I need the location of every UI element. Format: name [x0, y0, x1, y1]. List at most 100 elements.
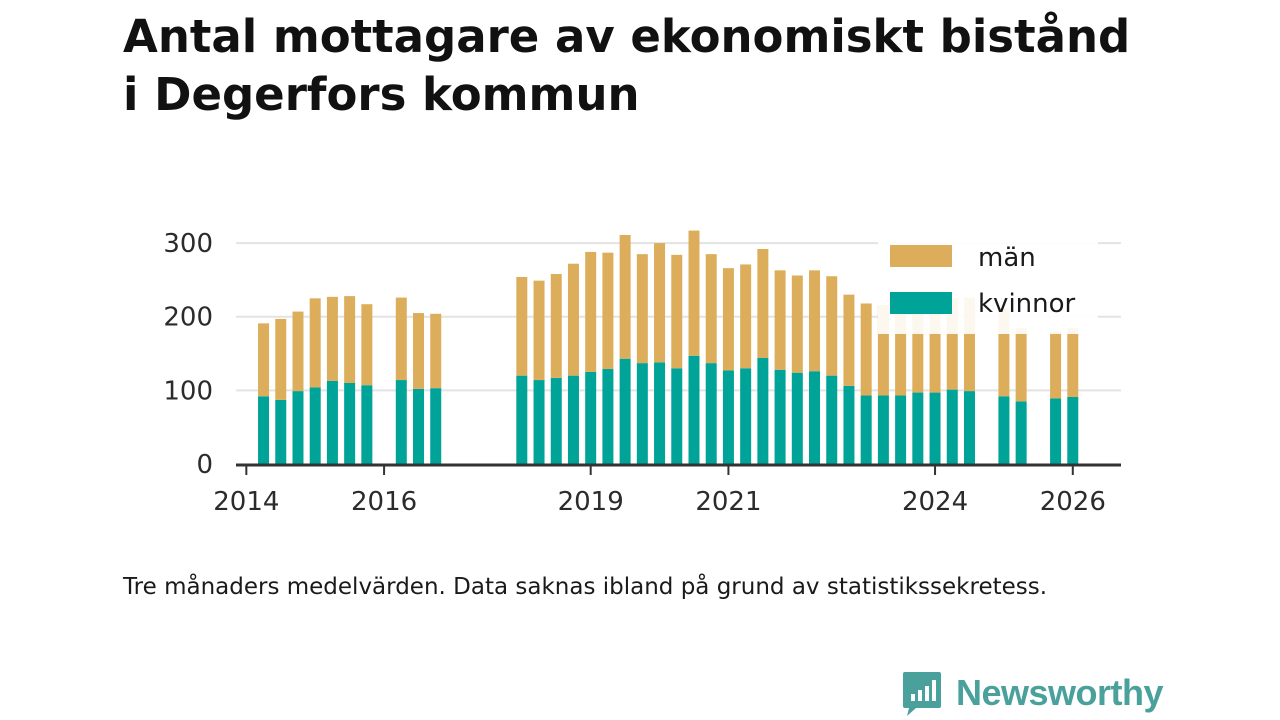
- bar-kvinnor-13: [567, 375, 579, 464]
- bar-man-33: [912, 297, 924, 393]
- bar-man-3: [309, 298, 321, 388]
- chart-title: Antal mottagare av ekonomiskt bistånd i …: [123, 8, 1183, 124]
- stacked-bar-chart: 0 100 200 300 2014 2016 2019 2021 2024 2026 män …: [163, 229, 1121, 517]
- bar-man-5: [344, 296, 356, 383]
- bar-man-14: [585, 251, 597, 372]
- bar-man-7: [395, 297, 407, 381]
- brand-logo: Newsworthy: [902, 668, 1164, 718]
- bar-man-0: [258, 323, 270, 397]
- bar-kvinnor-33: [912, 392, 924, 464]
- bar-kvinnor-6: [361, 385, 373, 464]
- bar-kvinnor-5: [344, 383, 356, 464]
- bar-kvinnor-37: [998, 396, 1010, 464]
- y-tick-label-0: 0: [196, 450, 213, 480]
- bar-kvinnor-12: [550, 377, 562, 464]
- bar-kvinnor-21: [705, 363, 717, 464]
- bar-kvinnor-31: [877, 395, 889, 464]
- bar-kvinnor-24: [757, 357, 769, 464]
- bar-kvinnor-40: [1067, 396, 1079, 464]
- legend-label-men: män: [978, 243, 1036, 273]
- bar-kvinnor-10: [516, 375, 528, 464]
- bar-man-9: [430, 313, 442, 389]
- y-tick-label-300: 300: [163, 229, 213, 259]
- bar-man-13: [567, 263, 579, 376]
- bar-kvinnor-32: [895, 395, 907, 464]
- legend: män kvinnor: [878, 238, 1098, 334]
- legend-swatch-women: [890, 292, 952, 314]
- legend-swatch-men: [890, 245, 952, 267]
- y-tick-label-100: 100: [163, 376, 213, 406]
- bar-kvinnor-15: [602, 369, 614, 464]
- x-tick-label-2026: 2026: [1040, 487, 1106, 517]
- bar-man-20: [688, 230, 700, 356]
- bar-man-35: [946, 298, 958, 390]
- bar-man-15: [602, 252, 614, 370]
- bar-kvinnor-1: [275, 399, 287, 464]
- brand-name: Newsworthy: [956, 672, 1164, 713]
- bar-kvinnor-22: [722, 370, 734, 464]
- bar-kvinnor-18: [654, 362, 666, 464]
- bar-man-16: [619, 234, 631, 359]
- bar-kvinnor-9: [430, 388, 442, 464]
- bar-man-27: [809, 270, 821, 372]
- bar-man-32: [895, 304, 907, 396]
- bar-kvinnor-0: [258, 396, 270, 464]
- bar-kvinnor-23: [740, 368, 752, 464]
- bar-kvinnor-28: [826, 375, 838, 464]
- bar-kvinnor-14: [585, 371, 597, 464]
- bar-man-25: [774, 270, 786, 370]
- chart-title-line-2: i Degerfors kommun: [123, 68, 640, 121]
- bar-kvinnor-2: [292, 391, 304, 464]
- y-tick-label-200: 200: [163, 303, 213, 333]
- x-axis-ticks: 2014 2016 2019 2021 2024 2026: [213, 464, 1106, 517]
- bar-man-4: [326, 296, 338, 381]
- bar-man-28: [826, 276, 838, 376]
- bar-man-1: [275, 318, 287, 400]
- bar-kvinnor-25: [774, 369, 786, 464]
- bar-man-11: [533, 280, 545, 381]
- bar-man-2: [292, 311, 304, 392]
- bar-kvinnor-3: [309, 387, 321, 464]
- x-tick-label-2014: 2014: [213, 487, 279, 517]
- bar-kvinnor-19: [671, 368, 683, 464]
- bar-man-29: [843, 294, 855, 386]
- bar-man-36: [963, 297, 975, 392]
- bar-kvinnor-29: [843, 385, 855, 464]
- bar-kvinnor-30: [860, 395, 872, 464]
- bar-man-26: [791, 275, 803, 373]
- bar-man-37: [998, 308, 1010, 397]
- bar-kvinnor-38: [1015, 401, 1027, 464]
- bar-man-22: [722, 268, 734, 371]
- bar-kvinnor-11: [533, 380, 545, 464]
- chart-caption: Tre månaders medelvärden. Data saknas ib…: [123, 574, 1048, 600]
- bar-kvinnor-16: [619, 358, 631, 464]
- bar-kvinnor-26: [791, 372, 803, 464]
- bar-man-8: [413, 313, 425, 389]
- bar-man-31: [877, 304, 889, 396]
- bar-man-38: [1015, 327, 1027, 402]
- bar-kvinnor-35: [946, 389, 958, 464]
- x-tick-label-2021: 2021: [695, 487, 761, 517]
- bar-man-10: [516, 276, 528, 376]
- x-tick-label-2019: 2019: [558, 487, 624, 517]
- bar-kvinnor-39: [1050, 398, 1062, 464]
- bar-man-30: [860, 303, 872, 396]
- bar-man-40: [1067, 327, 1079, 397]
- bar-man-12: [550, 274, 562, 378]
- x-tick-label-2016: 2016: [351, 487, 417, 517]
- bar-kvinnor-36: [963, 391, 975, 464]
- y-axis-ticks: 0 100 200 300: [163, 229, 213, 480]
- bar-kvinnor-4: [326, 380, 338, 464]
- bar-man-24: [757, 248, 769, 358]
- legend-label-women: kvinnor: [978, 289, 1076, 319]
- bar-man-34: [929, 297, 941, 393]
- bar-man-23: [740, 264, 752, 369]
- bar-man-6: [361, 304, 373, 386]
- bar-kvinnor-20: [688, 355, 700, 464]
- bar-man-17: [636, 254, 648, 364]
- bars: [258, 230, 1079, 464]
- chart-title-line-1: Antal mottagare av ekonomiskt bistånd: [123, 10, 1131, 63]
- newsworthy-chat-bars-icon: [903, 672, 941, 716]
- bar-man-18: [654, 243, 666, 363]
- bar-kvinnor-8: [413, 388, 425, 464]
